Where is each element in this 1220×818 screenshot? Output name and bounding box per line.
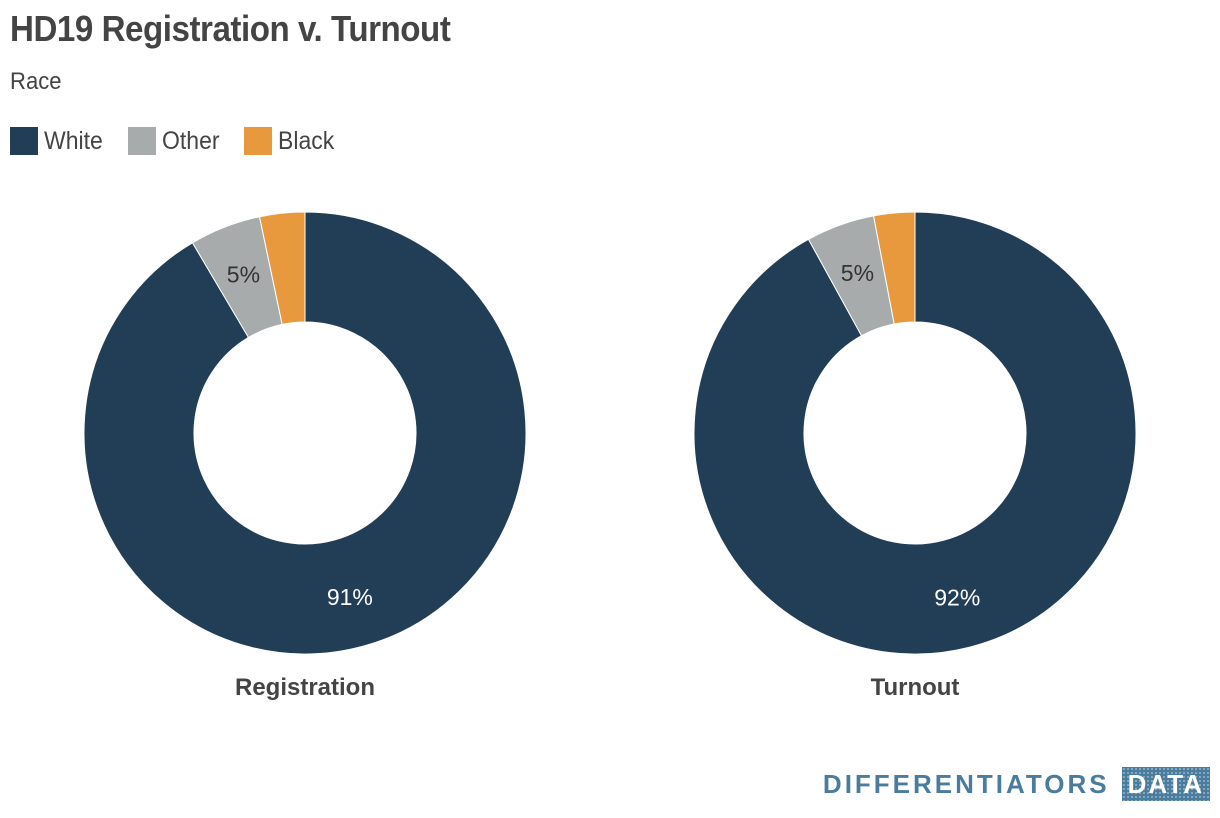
legend-item-other: Other — [127, 126, 225, 156]
chart-label-turnout: Turnout — [871, 674, 960, 701]
brand-box-text: DATA — [1127, 768, 1204, 799]
donut-turnout: 92% 5% Turnout — [693, 211, 1137, 701]
value-label-turnout-other: 5% — [841, 260, 874, 286]
chart-label-registration: Registration — [235, 674, 375, 701]
slice-turnout-white — [693, 211, 1137, 655]
legend-swatch-black — [244, 127, 273, 155]
chart-subtitle: Race — [10, 68, 62, 95]
brand-box: DATA — [1121, 767, 1210, 801]
legend-item-black: Black — [244, 127, 339, 156]
legend-swatch-other — [127, 127, 156, 155]
legend-swatch-white — [10, 127, 38, 155]
slice-registration-white — [83, 211, 527, 655]
legend-label-white: White — [44, 126, 103, 155]
donut-registration: 91% 5% Registration — [83, 211, 527, 701]
slice-registration-black — [258, 211, 306, 325]
slice-turnout-black — [873, 211, 916, 325]
value-label-turnout-white: 92% — [934, 585, 980, 611]
legend-label-black: Black — [278, 126, 335, 155]
value-label-registration-other: 5% — [227, 262, 260, 288]
value-label-registration-white: 91% — [327, 584, 373, 610]
legend-label-other: Other — [161, 126, 220, 155]
chart-title: HD19 Registration v. Turnout — [10, 8, 451, 49]
brand-logo: DIFFERENTIATORS DATA — [823, 766, 1210, 802]
legend-item-white: White — [10, 127, 108, 156]
brand-text: DIFFERENTIATORS — [822, 768, 1110, 799]
legend: White Other Black — [10, 126, 360, 156]
